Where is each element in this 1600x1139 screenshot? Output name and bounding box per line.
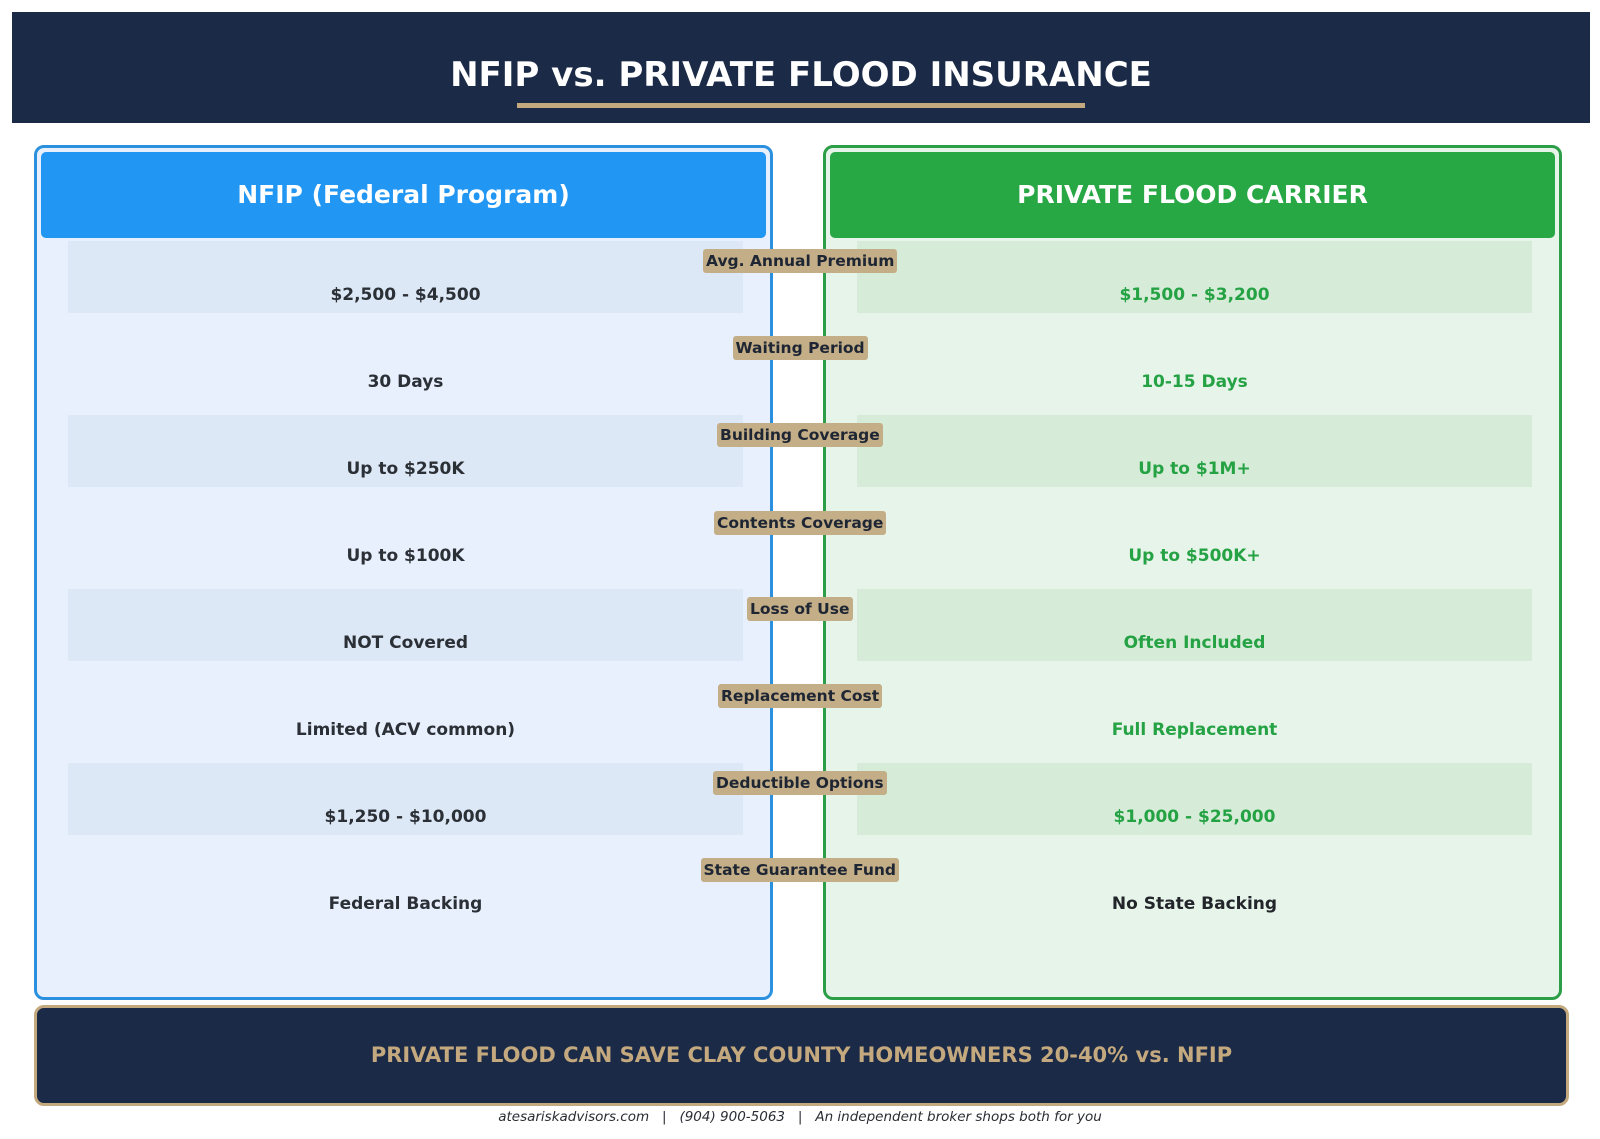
comparison-label: Loss of Use [747, 597, 853, 621]
comparison-label: Deductible Options [713, 771, 887, 795]
footer: atesariskadvisors.com | (904) 900-5063 |… [0, 1107, 1600, 1127]
private-value: 10-15 Days [1141, 372, 1248, 392]
nfip-value: Federal Backing [328, 894, 483, 914]
private-value: Up to $500K+ [1128, 546, 1261, 566]
private-row-band [857, 415, 1532, 487]
private-row-band [857, 763, 1532, 835]
comparison-label: Waiting Period [732, 336, 868, 360]
comparison-label: Building Coverage [717, 423, 883, 447]
nfip-row-band [68, 241, 743, 313]
comparison-label: Replacement Cost [718, 684, 883, 708]
nfip-value: $1,250 - $10,000 [324, 807, 487, 827]
nfip-value: 30 Days [367, 372, 444, 392]
private-value: Often Included [1123, 633, 1266, 653]
private-value: $1,000 - $25,000 [1113, 807, 1276, 827]
footer-separator: | [789, 1109, 812, 1125]
comparison-label: Avg. Annual Premium [703, 249, 898, 273]
private-value: Up to $1M+ [1138, 459, 1251, 479]
private-row-band [857, 589, 1532, 661]
nfip-value: Limited (ACV common) [295, 720, 516, 740]
footer-website: atesariskadvisors.com [498, 1109, 650, 1125]
private-row-band [857, 241, 1532, 313]
private-value: No State Backing [1111, 894, 1278, 914]
nfip-row-band [68, 589, 743, 661]
footer-phone: (904) 900-5063 [679, 1109, 786, 1125]
nfip-value: NOT Covered [342, 633, 469, 653]
header-bar: NFIP vs. PRIVATE FLOOD INSURANCE [12, 12, 1590, 123]
title-underline [517, 103, 1085, 108]
nfip-row-band [68, 763, 743, 835]
nfip-header: NFIP (Federal Program) [41, 152, 766, 238]
footer-separator: | [653, 1109, 676, 1125]
nfip-row-band [68, 415, 743, 487]
private-value: $1,500 - $3,200 [1119, 285, 1270, 305]
nfip-value: $2,500 - $4,500 [330, 285, 481, 305]
comparison-label: Contents Coverage [714, 511, 887, 535]
nfip-value: Up to $100K [346, 546, 465, 566]
private-value: Full Replacement [1111, 720, 1278, 740]
footer-tagline: An independent broker shops both for you [815, 1109, 1102, 1125]
page-title: NFIP vs. PRIVATE FLOOD INSURANCE [450, 55, 1152, 95]
comparison-label: State Guarantee Fund [700, 858, 900, 882]
private-header: PRIVATE FLOOD CARRIER [830, 152, 1555, 238]
nfip-value: Up to $250K [346, 459, 465, 479]
savings-banner: PRIVATE FLOOD CAN SAVE CLAY COUNTY HOMEO… [34, 1005, 1569, 1106]
